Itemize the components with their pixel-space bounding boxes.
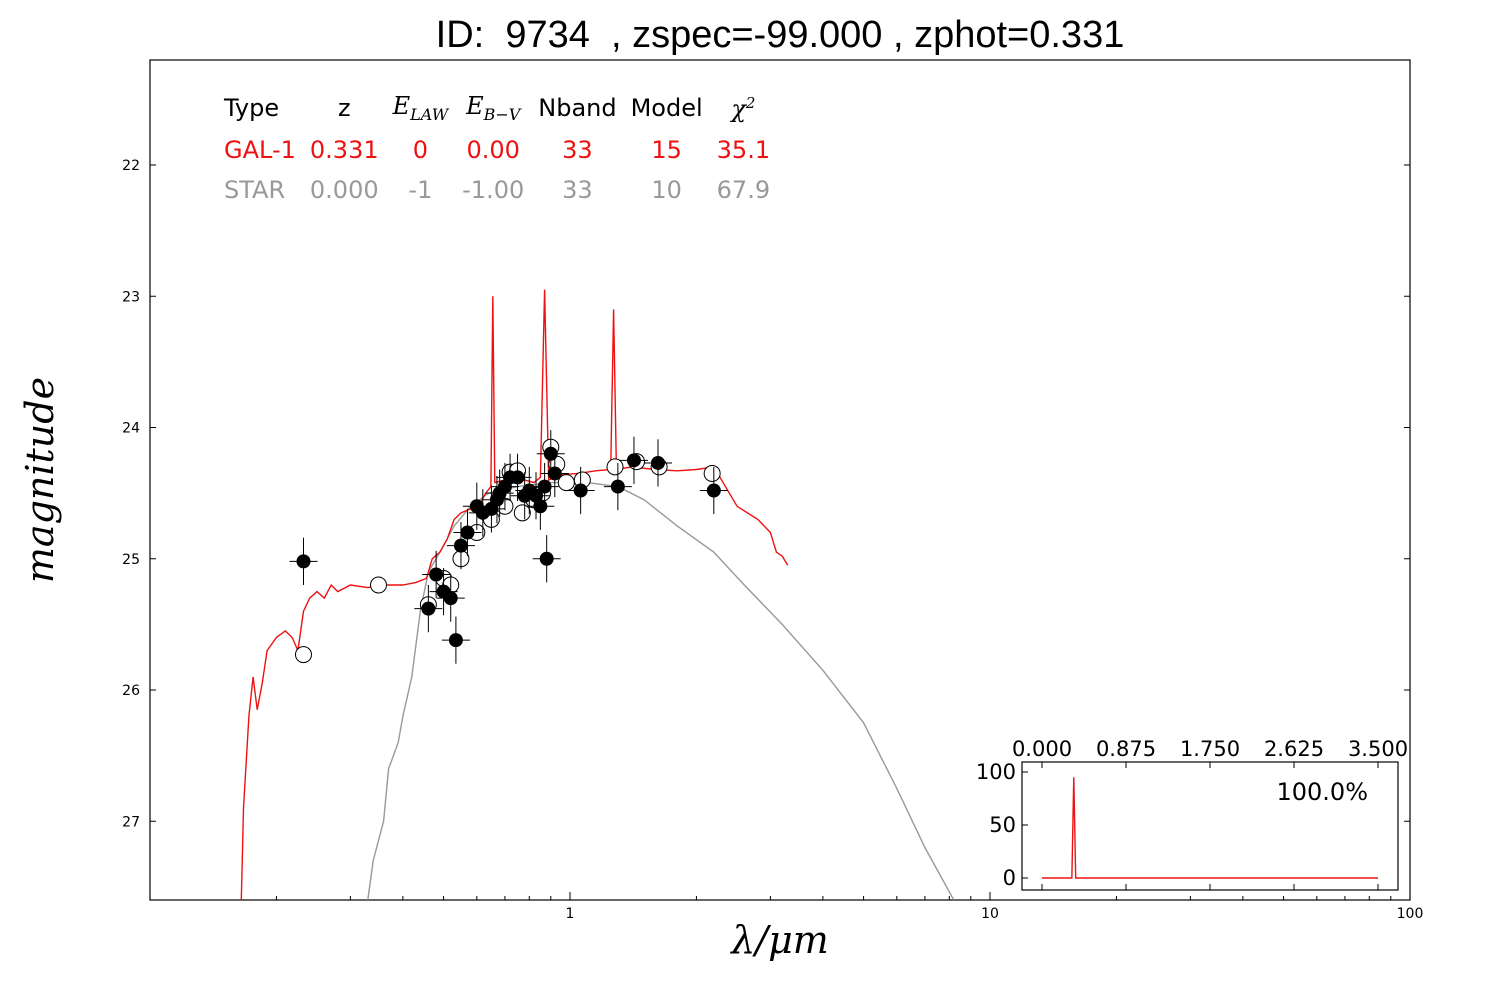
x-tick-label: 100 (1397, 906, 1424, 922)
observed-point (533, 499, 548, 514)
inset-x-tick-label: 0.000 (1012, 737, 1072, 761)
observed-point (650, 455, 665, 470)
observed-point (453, 538, 468, 553)
observed-point (539, 551, 554, 566)
inset-x-tick-label: 3.500 (1348, 737, 1408, 761)
model-point (513, 504, 531, 522)
inset-x-tick-label: 0.875 (1096, 737, 1156, 761)
observed-point (429, 567, 444, 582)
y-tick-label: 26 (122, 683, 140, 699)
observed-point (448, 633, 463, 648)
header-z: z (337, 94, 351, 122)
galaxy-type: GAL-1 (224, 136, 296, 164)
y-tick-label: 23 (122, 289, 140, 305)
star-model: 10 (651, 176, 682, 204)
model-point (295, 646, 313, 664)
galaxy-model: 15 (651, 136, 682, 164)
pdf-inset: 0.000 0.875 1.750 2.625 3.500 100 50 0 100.0% (976, 737, 1408, 891)
galaxy-e-bv: 0.00 (466, 136, 520, 164)
star-e-law: -1 (408, 176, 433, 204)
fit-row-galaxy: GAL-1 0.331 0 0.00 33 15 35.1 (212, 130, 784, 170)
model-point (606, 458, 624, 476)
star-nband: 33 (562, 176, 593, 204)
header-type: Type (224, 94, 280, 122)
star-z: 0.000 (309, 176, 379, 204)
star-e-bv: -1.00 (462, 176, 525, 204)
star-type: STAR (224, 176, 286, 204)
observed-point (510, 470, 525, 485)
observed-point (460, 525, 475, 540)
inset-y-tick-label: 0 (1003, 866, 1016, 890)
x-tick-label: 10 (981, 906, 999, 922)
x-axis-label: λ/μm (731, 918, 829, 962)
observed-point (706, 483, 721, 498)
observed-point (421, 601, 436, 616)
plot-frame (149, 59, 1411, 901)
galaxy-nband: 33 (562, 136, 593, 164)
y-tick-label: 24 (122, 421, 140, 437)
model-point (370, 576, 388, 594)
y-tick-label: 25 (122, 552, 140, 568)
x-tick-label: 1 (566, 906, 575, 922)
observed-point (626, 453, 641, 468)
observed-point (573, 483, 588, 498)
observed-point (543, 446, 558, 461)
galaxy-chi2: 35.1 (716, 136, 771, 164)
observed-point (529, 488, 544, 503)
galaxy-z: 0.331 (309, 136, 379, 164)
inset-frame (1021, 761, 1399, 891)
star-chi2: 67.9 (716, 176, 771, 204)
fit-summary-table: Type z ELAW EB−V Nband Model χ2 GAL-1 0.… (212, 88, 784, 210)
y-axis-label: magnitude (18, 376, 62, 584)
inset-y-tick-label: 100 (976, 760, 1016, 784)
observed-point (443, 591, 458, 606)
galaxy-e-law: 0 (412, 136, 429, 164)
header-nband: Nband (538, 94, 617, 122)
y-tick-label: 27 (122, 814, 140, 830)
inset-y-tick-label: 50 (989, 813, 1016, 837)
fit-row-star: STAR 0.000 -1 -1.00 33 10 67.9 (212, 170, 784, 210)
header-model: Model (630, 94, 703, 122)
observed-point (610, 479, 625, 494)
observed-point (537, 479, 552, 494)
chart-title: ID: 9734 , zspec=-99.000 , zphot=0.331 (435, 14, 1125, 56)
header-chi2: χ2 (731, 93, 756, 123)
observed-point (547, 466, 562, 481)
model-point (703, 464, 721, 482)
fit-summary-header-row: Type z ELAW EB−V Nband Model χ2 (212, 88, 784, 130)
inset-percent-label: 100.0% (1276, 778, 1368, 806)
header-e-bv: EB−V (466, 92, 521, 124)
inset-x-tick-label: 2.625 (1264, 737, 1324, 761)
galaxy-model-line (240, 289, 789, 900)
observed-point (296, 554, 311, 569)
header-e-law: ELAW (392, 92, 449, 124)
inset-pdf-line (1042, 777, 1378, 879)
y-tick-label: 22 (122, 158, 140, 174)
inset-x-tick-label: 1.750 (1180, 737, 1240, 761)
